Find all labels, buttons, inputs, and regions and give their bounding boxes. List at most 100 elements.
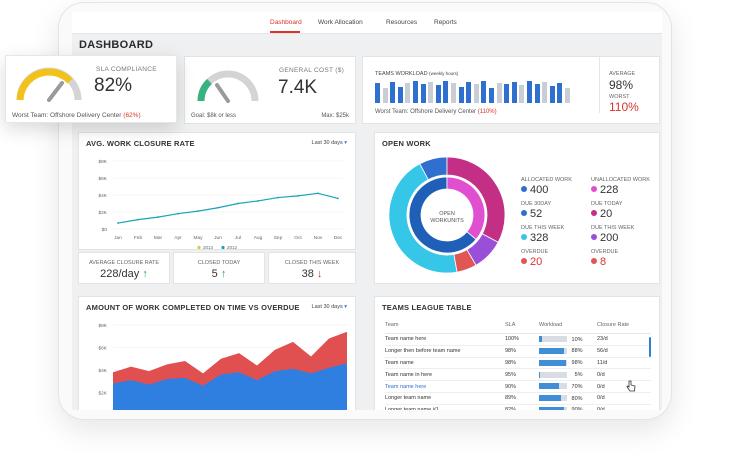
teams-workload-card: TEAMS WORKLOAD (weekly hours) AVERAGE 98… xyxy=(362,56,660,124)
table-row[interactable]: Longer then before team name 98% 88% 56/… xyxy=(385,345,651,358)
due-this-week-segment xyxy=(388,163,458,274)
legend-dot xyxy=(591,234,597,240)
workload-footer-text: Worst Team: Offshore Delivery Center xyxy=(375,109,477,115)
workload-bar xyxy=(527,81,532,103)
y-tick-label: $2K xyxy=(98,391,107,397)
tab-work-allocation[interactable]: Work Allocation xyxy=(318,19,363,26)
y-tick-label: $6K xyxy=(98,176,107,182)
allocated-segment xyxy=(408,176,477,254)
y-tick-label: $8K xyxy=(98,323,107,329)
team-sla: 100% xyxy=(505,333,539,346)
team-closure-rate: 0/d xyxy=(597,392,651,405)
workload-bar xyxy=(539,347,567,354)
legend-dot xyxy=(521,186,527,192)
tab-dashboard[interactable]: Dashboard xyxy=(270,19,302,26)
table-row[interactable]: Team name 98% 98% 11/d xyxy=(385,357,651,370)
legend-value: 52 xyxy=(530,208,543,220)
workload-bar xyxy=(382,87,388,103)
legend-dot xyxy=(591,210,597,216)
legend-value-row: 52 xyxy=(521,208,551,220)
ontime-range-select[interactable]: Last 30 days ▾ xyxy=(312,304,347,310)
legend-marker-2013 xyxy=(197,245,201,250)
closed-today-label: CLOSED TODAY xyxy=(197,260,241,266)
workload-bar xyxy=(428,82,434,103)
legend-value-row: 20 xyxy=(521,256,548,268)
workload-footer-value: (110%) xyxy=(477,109,497,115)
data-point xyxy=(217,206,219,209)
hand-cursor-icon xyxy=(626,380,636,392)
col-team[interactable]: Team xyxy=(385,319,505,334)
worst-value: 110% xyxy=(609,100,639,114)
arrow-up-icon: ↑ xyxy=(220,268,227,280)
workload-value: 80% xyxy=(571,395,583,402)
x-tick-label: Oct xyxy=(294,235,302,241)
team-name[interactable]: Team name here xyxy=(385,380,505,393)
workload-value: 88% xyxy=(571,348,583,355)
closure-rate-title: AVG. WORK CLOSURE RATE xyxy=(86,139,195,148)
legend-value-row: 328 xyxy=(521,232,564,244)
legend-label: OVERDUE xyxy=(591,249,619,255)
avg-closure-value: 228/day xyxy=(100,268,140,280)
avg-closure-label: AVERAGE CLOSURE RATE xyxy=(88,260,160,266)
closure-rate-card: AVG. WORK CLOSURE RATE Last 30 days ▾ $0… xyxy=(78,132,356,250)
league-scrollbar[interactable] xyxy=(649,337,651,357)
open-work-legend-item: OVERDUE 8 xyxy=(591,249,618,268)
table-row[interactable]: Longer team name #1 82% 90% 0/d xyxy=(385,404,651,410)
open-work-legend-item: OVERDUE 20 xyxy=(521,249,548,268)
ontime-range-label: Last 30 days xyxy=(311,304,343,310)
closed-today-stat: CLOSED TODAY 5 ↑ xyxy=(173,252,265,284)
data-point xyxy=(297,194,299,197)
table-row[interactable]: Team name in here 95% 5% 0/d xyxy=(385,368,651,382)
open-work-donut: OPEN WORKUNITS xyxy=(388,156,506,274)
league-title: TEAMS LEAGUE TABLE xyxy=(382,303,472,312)
workload-bar xyxy=(539,336,567,343)
x-tick-label: Sep xyxy=(274,235,283,241)
tab-reports[interactable]: Reports xyxy=(434,19,457,26)
col-sla[interactable]: SLA xyxy=(505,319,539,334)
workload-subtitle: (weekly hours) xyxy=(429,71,459,76)
workload-bar xyxy=(420,84,426,103)
team-closure-rate: 56/d xyxy=(597,345,651,358)
team-closure-rate: 0/d xyxy=(597,404,651,410)
open-work-legend-item: ALLOCATED WORK 400 xyxy=(521,177,572,196)
data-point xyxy=(337,197,339,200)
data-point xyxy=(197,210,199,213)
x-tick-label: Apr xyxy=(174,235,182,241)
legend-dot xyxy=(591,186,597,192)
open-work-title: OPEN WORK xyxy=(382,139,431,148)
workload-bar xyxy=(443,81,449,103)
avg-closure-stat: AVERAGE CLOSURE RATE 228/day ↑ xyxy=(78,252,170,284)
legend-value-row: 8 xyxy=(591,256,618,268)
workload-bar xyxy=(557,82,563,103)
workload-title-row: TEAMS WORKLOAD (weekly hours) xyxy=(375,71,458,77)
legend-value-row: 200 xyxy=(591,232,634,244)
legend-value: 228 xyxy=(600,184,619,196)
col-closure-rate[interactable]: Closure Rate xyxy=(597,319,651,334)
y-tick-label: $8K xyxy=(98,159,107,165)
closure-range-select[interactable]: Last 30 days ▾ xyxy=(312,140,347,146)
legend-value: 328 xyxy=(530,232,549,244)
y-tick-label: $6K xyxy=(98,346,107,352)
data-point xyxy=(117,222,119,224)
table-row[interactable]: Longer team name 89% 80% 0/d xyxy=(385,392,651,405)
workload-bar xyxy=(542,82,548,103)
chevron-down-icon: ▾ xyxy=(344,304,347,310)
team-workload: 10% xyxy=(539,333,597,346)
table-row[interactable]: Team name here 90% 70% 0/d xyxy=(385,380,651,393)
workload-fill xyxy=(539,347,564,354)
col-workload[interactable]: Workload xyxy=(539,319,597,334)
league-table: Team SLA Workload Closure Rate Team name… xyxy=(385,319,651,410)
legend-label: DUE 30DAY xyxy=(521,201,552,207)
workload-bar xyxy=(458,87,464,103)
workload-bar xyxy=(397,86,403,103)
sla-gauge xyxy=(16,67,82,102)
table-row[interactable]: Team name here 100% 10% 23/d xyxy=(385,333,651,346)
workload-fill xyxy=(539,395,562,402)
team-workload: 70% xyxy=(539,380,597,393)
team-name: Team name xyxy=(385,357,505,370)
tab-resources[interactable]: Resources xyxy=(386,19,418,26)
workload-bar xyxy=(496,82,502,103)
ontime-area xyxy=(113,363,347,410)
workload-value: 5% xyxy=(574,372,583,379)
workload-bar xyxy=(390,82,396,103)
